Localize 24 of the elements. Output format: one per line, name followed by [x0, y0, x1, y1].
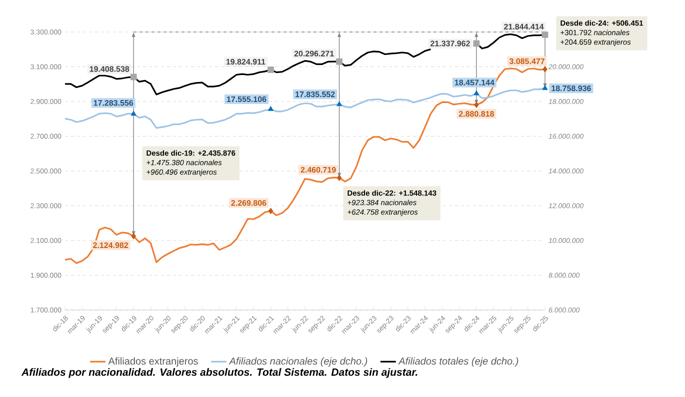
point: [268, 208, 274, 214]
data-label: 17.283.556: [94, 100, 134, 106]
data-label: 19.824.911: [226, 58, 266, 65]
data-label: 21.337.962: [430, 40, 470, 46]
legend-label: Afiliados nacionales (eje dcho.): [228, 357, 368, 367]
text: Afiliados por nacionalidad. Valores absolutos. Total Sistema. Datos sin ajustar.: [21, 368, 418, 378]
data-label: 2.880.818: [458, 111, 494, 117]
legend-label: Afiliados totales (eje dcho.): [398, 357, 518, 367]
data-label: 17.835.552: [296, 91, 335, 98]
point: [474, 102, 479, 108]
legend-label: Afiliados extranjeros: [108, 357, 198, 367]
data-label: 2.269.806: [231, 200, 266, 206]
data-label: 17.555.106: [226, 96, 266, 102]
data-label: 20.296.271: [294, 50, 334, 56]
data-label: 21.844.414: [504, 24, 544, 30]
point: [131, 232, 136, 240]
data-label: 2.460.719: [300, 166, 336, 173]
point: [542, 66, 548, 72]
data-label: 19.408.538: [90, 66, 130, 72]
data-label: 18.758.936: [552, 85, 591, 92]
data-label: 18.457.144: [454, 80, 494, 86]
point: [336, 174, 342, 182]
data-label: 2.124.982: [93, 242, 128, 248]
data-label: 3.085.477: [509, 58, 544, 64]
